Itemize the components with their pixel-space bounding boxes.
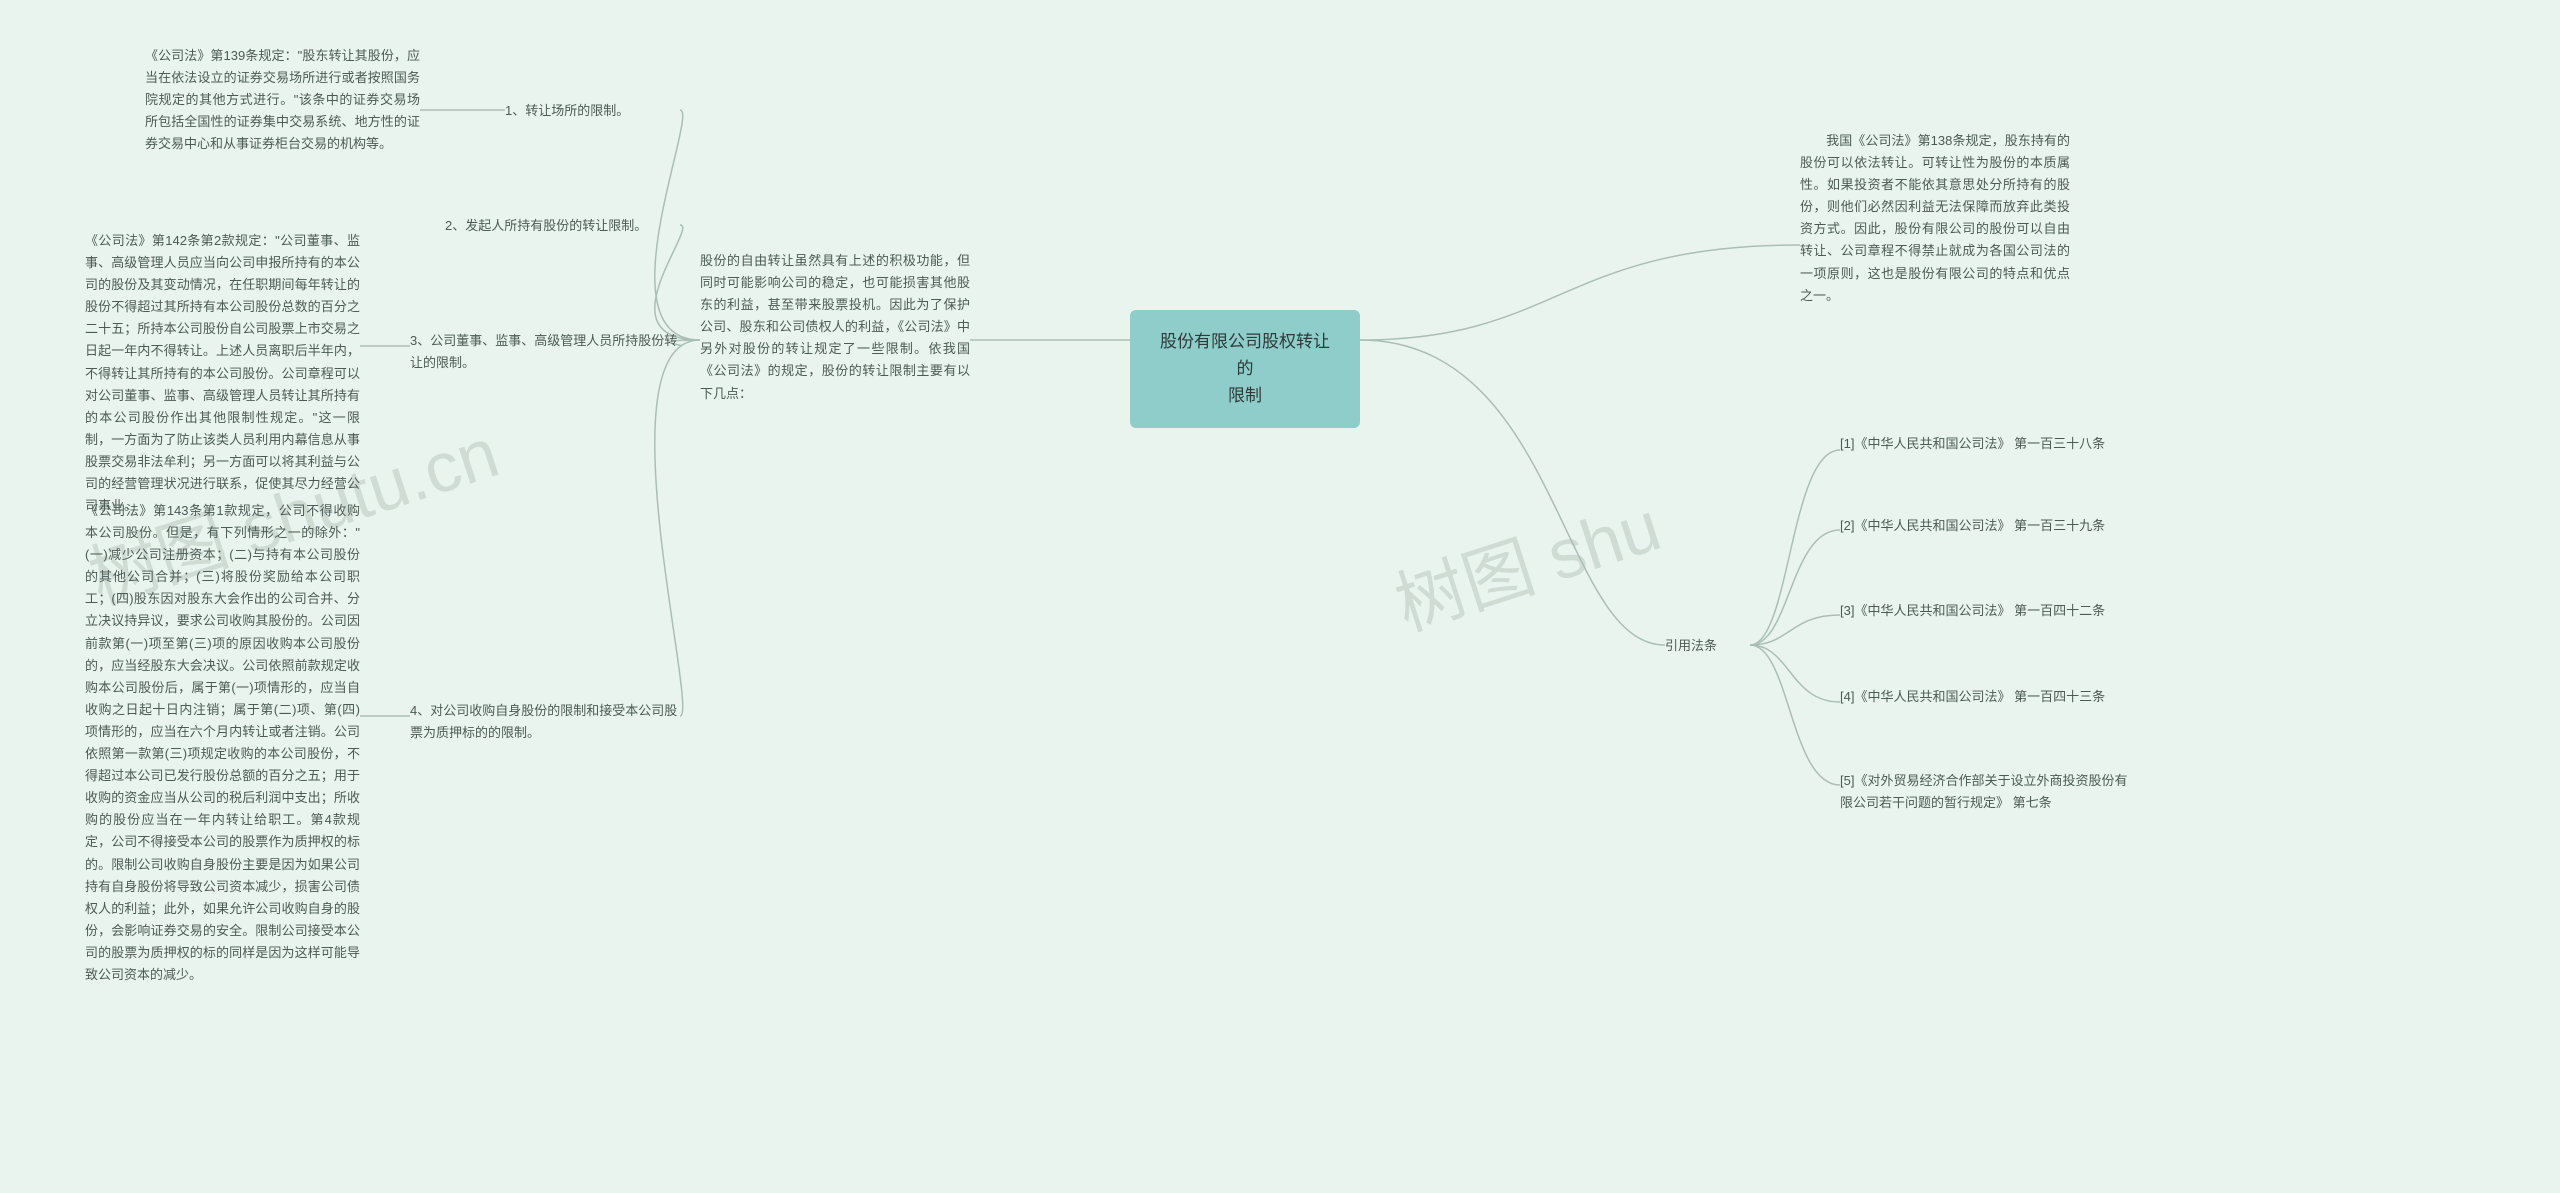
left-intro: 股份的自由转让虽然具有上述的积极功能，但同时可能影响公司的稳定，也可能损害其他股… — [700, 250, 970, 405]
point-2-label: 2、发起人所持有股份的转让限制。 — [445, 215, 685, 237]
root-node: 股份有限公司股权转让的 限制 — [1130, 310, 1360, 428]
root-line-2: 限制 — [1228, 386, 1262, 405]
point-4-label: 4、对公司收购自身股份的限制和接受本公司股票为质押标的的限制。 — [410, 700, 685, 744]
point-1-label: 1、转让场所的限制。 — [505, 100, 685, 122]
root-line-1: 股份有限公司股权转让的 — [1160, 332, 1330, 378]
point-4-detail: 《公司法》第143条第1款规定，公司不得收购本公司股份。但是，有下列情形之一的除… — [85, 500, 360, 986]
citation-item: [1]《中华人民共和国公司法》 第一百三十八条 — [1840, 433, 2120, 455]
point-1-detail: 《公司法》第139条规定："股东转让其股份，应当在依法设立的证券交易场所进行或者… — [145, 45, 420, 155]
citation-item: [5]《对外贸易经济合作部关于设立外商投资股份有限公司若干问题的暂行规定》 第七… — [1840, 770, 2130, 814]
citation-item: [2]《中华人民共和国公司法》 第一百三十九条 — [1840, 515, 2120, 537]
right-intro: 我国《公司法》第138条规定，股东持有的股份可以依法转让。可转让性为股份的本质属… — [1800, 130, 2070, 307]
connector-layer — [0, 0, 2560, 1193]
citation-item: [4]《中华人民共和国公司法》 第一百四十三条 — [1840, 686, 2120, 708]
watermark: 树图 shu — [1381, 470, 1671, 650]
point-3-label: 3、公司董事、监事、高级管理人员所持股份转让的限制。 — [410, 330, 685, 374]
point-3-detail: 《公司法》第142条第2款规定："公司董事、监事、高级管理人员应当向公司申报所持… — [85, 230, 360, 517]
citation-item: [3]《中华人民共和国公司法》 第一百四十二条 — [1840, 600, 2120, 622]
citations-label: 引用法条 — [1665, 635, 1755, 657]
